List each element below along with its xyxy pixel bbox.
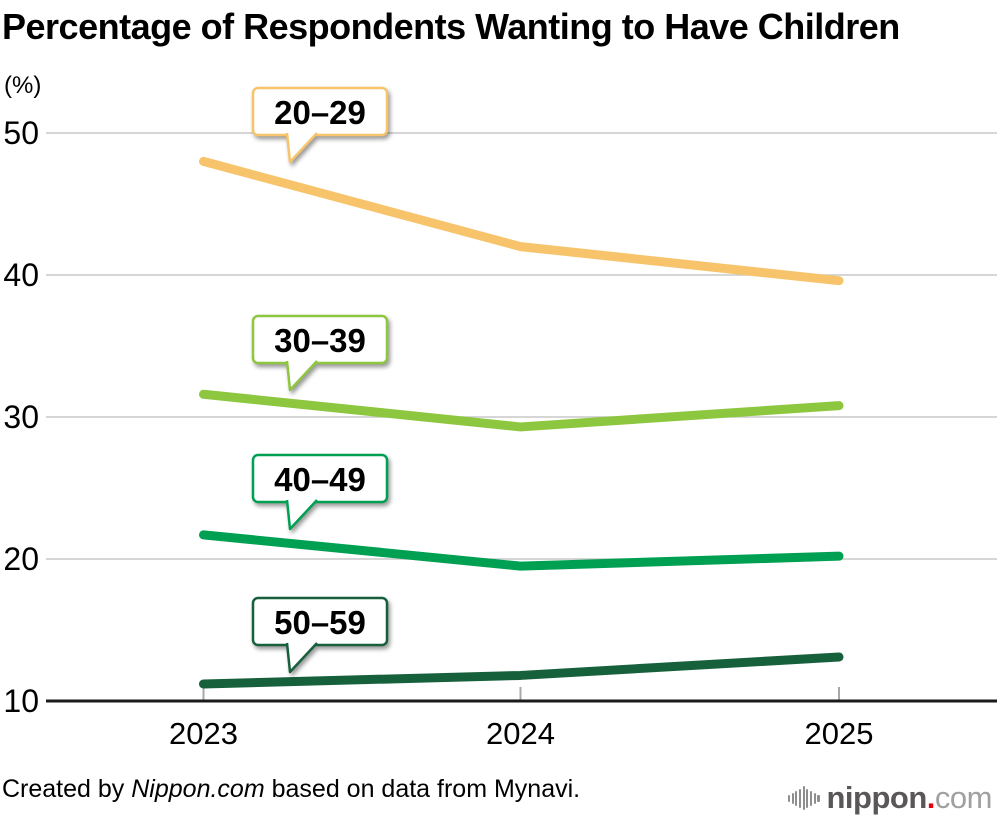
callout-box xyxy=(251,314,389,365)
series-callout-30-39: 30–39 xyxy=(251,314,389,392)
series-line-50-59 xyxy=(199,652,844,689)
logo-wordmark: nippon.com xyxy=(826,780,993,815)
y-tick-label-40: 40 xyxy=(3,257,39,293)
y-tick-label-50: 50 xyxy=(3,115,39,151)
x-tick-label-2024: 2024 xyxy=(486,716,555,751)
callout-tail xyxy=(285,132,318,164)
series-line-40-49 xyxy=(199,530,844,571)
callout-label: 20–29 xyxy=(274,94,366,131)
y-axis-unit-label: (%) xyxy=(4,72,42,99)
source-credit: Created by Nippon.com based on data from… xyxy=(2,775,580,804)
series-callout-50-59: 50–59 xyxy=(251,596,389,674)
y-tick-label-20: 20 xyxy=(3,541,39,577)
callout-box xyxy=(251,596,389,647)
series-line-30-39 xyxy=(199,389,844,432)
chart-title: Percentage of Respondents Wanting to Hav… xyxy=(2,6,900,47)
callout-box xyxy=(251,86,389,137)
callout-tail xyxy=(285,360,318,392)
nippon-com-logo: nippon.com xyxy=(787,780,993,816)
soundwave-bars-icon xyxy=(787,786,820,810)
series-line-20-29 xyxy=(199,156,844,286)
callout-label: 40–49 xyxy=(274,461,366,498)
line-chart: 10 20 30 40 50 2023 2024 2025 20–29 30–39 40–49 50–… xyxy=(3,86,997,751)
series-callout-40-49: 40–49 xyxy=(251,453,389,531)
credit-suffix: based on data from Mynavi. xyxy=(264,775,581,803)
credit-prefix: Created by xyxy=(2,775,132,803)
y-tick-label-10: 10 xyxy=(3,683,39,719)
callout-box xyxy=(251,453,389,504)
callout-label: 50–59 xyxy=(274,604,366,641)
y-tick-label-30: 30 xyxy=(3,399,39,435)
callout-tail xyxy=(285,499,318,531)
x-tick-label-2025: 2025 xyxy=(805,716,874,751)
callout-label: 30–39 xyxy=(274,322,366,359)
series-callout-20-29: 20–29 xyxy=(251,86,389,164)
callout-tail xyxy=(285,642,318,674)
credit-source-name: Nippon.com xyxy=(131,775,265,803)
x-tick-label-2023: 2023 xyxy=(169,716,238,751)
